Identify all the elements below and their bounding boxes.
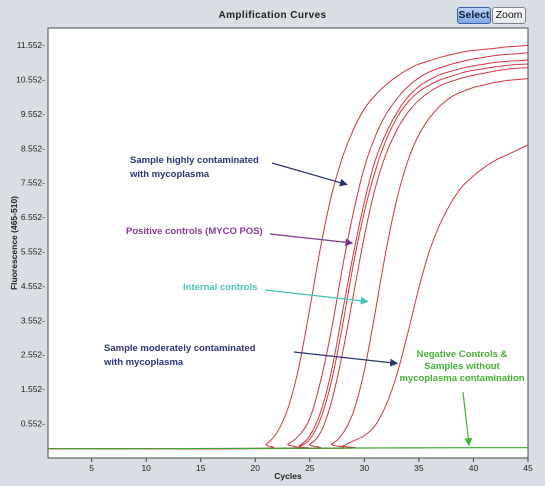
annotation-highly-contaminated-line2: with mycoplasma	[129, 169, 210, 180]
y-tick-label: 5.552-	[21, 247, 45, 257]
x-axis-title: Cycles	[274, 471, 302, 481]
x-tick-label: 30	[360, 463, 370, 473]
x-tick-label: 45	[523, 463, 533, 473]
y-tick-label: 9.552-	[21, 109, 45, 119]
x-tick-label: 15	[196, 463, 206, 473]
x-tick-label: 20	[251, 463, 261, 473]
annotation-arrow-negative-controls	[462, 391, 473, 447]
annotation-highly-contaminated: Sample highly contaminated with mycoplas…	[129, 155, 348, 187]
y-tick-label: 2.552-	[21, 350, 45, 360]
annotation-negative-controls-line3: mycoplasma contamination	[399, 373, 524, 384]
window-title: Amplification Curves	[218, 10, 327, 21]
x-tick-label: 5	[89, 463, 94, 473]
zoom-button[interactable]: Zoom	[492, 7, 526, 24]
annotation-negative-controls-line1: Negative Controls &	[417, 349, 508, 360]
y-tick-label: 7.552-	[21, 178, 45, 188]
annotation-positive-controls-text: Positive controls (MYCO POS)	[126, 226, 263, 237]
y-tick-label: 1.552-	[21, 384, 45, 394]
y-tick-label: 10.552-	[16, 75, 45, 85]
y-axis-title: Fluorescence (465-510)	[9, 196, 19, 290]
series-line	[47, 52, 529, 450]
annotation-moderately-contaminated-line1: Sample moderately contaminated	[104, 343, 256, 354]
series-line	[47, 63, 529, 450]
x-tick-label: 10	[141, 463, 151, 473]
x-tick-label: 35	[414, 463, 424, 473]
annotation-internal-controls-text: Internal controls	[183, 282, 257, 293]
series-line	[47, 44, 529, 450]
series-line	[47, 447, 529, 450]
x-tick-label: 40	[469, 463, 479, 473]
y-tick-label: 11.552-	[17, 40, 45, 50]
annotation-highly-contaminated-line1: Sample highly contaminated	[130, 155, 259, 166]
annotation-internal-controls: Internal controls	[183, 282, 369, 305]
series-line	[47, 67, 529, 450]
annotation-moderately-contaminated: Sample moderately contaminated with myco…	[103, 343, 399, 368]
annotation-negative-controls-line2: Samples without	[424, 361, 500, 372]
y-tick-label: 0.552-	[21, 419, 45, 429]
x-tick-label: 25	[305, 463, 315, 473]
series-line	[47, 59, 529, 450]
annotation-moderately-contaminated-line2: with mycoplasma	[103, 357, 184, 368]
y-tick-label: 6.552-	[21, 212, 45, 222]
plot-area	[47, 27, 529, 459]
annotation-arrow-positive-controls	[269, 233, 354, 247]
y-tick-label: 8.552-	[21, 143, 45, 153]
y-tick-label: 4.552-	[21, 281, 45, 291]
series-line	[47, 78, 529, 450]
series-lines	[47, 44, 529, 450]
axis-ticks: 5 10 15 20 25 30 35 40 45 0.552- 1.552- 2.552- 3.552…	[16, 40, 533, 473]
y-tick-label: 3.552-	[21, 315, 45, 325]
series-line	[47, 144, 529, 450]
annotation-arrow-moderately-contaminated	[293, 351, 399, 367]
annotation-arrow-internal-controls	[264, 289, 369, 305]
annotation-arrow-highly-contaminated	[271, 162, 348, 187]
select-button[interactable]: Select	[457, 7, 491, 24]
annotation-negative-controls: Negative Controls & Samples without myco…	[399, 349, 525, 447]
annotation-positive-controls: Positive controls (MYCO POS)	[126, 226, 354, 247]
